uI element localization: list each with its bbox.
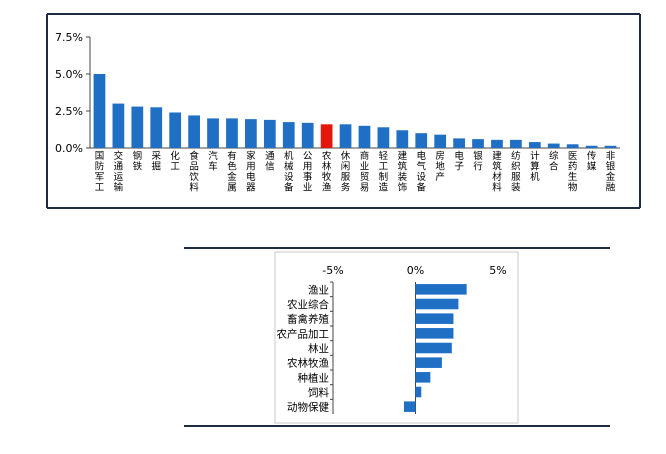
bar	[207, 118, 219, 148]
industry-bar-chart: 7.5% 5.0% 2.5% 0.0% 国防军工交通运输钢铁采掘化工食品饮料汽车有色金属…	[55, 31, 620, 194]
y-tick-label: 5.0%	[55, 68, 83, 81]
x-tick-label: 汽车	[208, 150, 218, 173]
x-tick-label: 电子	[454, 150, 464, 173]
bar	[547, 143, 560, 148]
x-tick-label: 有色金属	[227, 150, 237, 194]
x-tick-label: 机械设备	[284, 150, 294, 194]
y-tick-label: 农业综合	[287, 298, 329, 311]
bar	[415, 386, 422, 398]
bar	[434, 134, 447, 148]
y-tick-label: 渔业	[308, 284, 329, 296]
bar	[245, 119, 257, 148]
bar	[415, 328, 454, 339]
y-tick-label: 畜禽养殖	[287, 313, 329, 326]
bar	[604, 145, 617, 148]
y-tick-label: 农林牧渔	[287, 357, 329, 370]
x-tick-label: 计算机	[530, 150, 540, 183]
x-tick-label: 公用事业	[303, 151, 313, 194]
x-tick-label: 采掘	[151, 151, 161, 173]
x-tick-label: 食品饮料	[189, 150, 199, 194]
bar	[282, 122, 295, 148]
x-tick-label: 银行	[473, 150, 483, 173]
x-tick-label: 5%	[489, 264, 506, 277]
bar	[585, 145, 598, 148]
x-tick-label: 非银金融	[606, 150, 616, 194]
bar	[320, 124, 333, 148]
bar	[301, 122, 314, 148]
bar	[396, 130, 409, 148]
x-tick-label: -5%	[322, 264, 343, 277]
x-tick-label: 休闲服务	[341, 150, 351, 194]
bar	[415, 313, 454, 324]
bar	[528, 142, 541, 148]
x-tick-label: 国防军工	[95, 151, 105, 194]
x-tick-label: 房地产	[435, 150, 445, 183]
bar	[226, 118, 238, 148]
y-tick-label: 林业	[308, 342, 329, 355]
x-tick-label: 交通运输	[114, 150, 124, 194]
y-tick-label: 0.0%	[55, 142, 83, 155]
x-tick-label: 传媒	[587, 150, 597, 173]
x-tick-label: 通信	[265, 151, 275, 173]
y-tick-label: 种植业	[298, 371, 330, 384]
x-tick-label: 医药生物	[568, 151, 578, 194]
bar	[112, 103, 125, 148]
x-tick-label: 化工	[170, 150, 180, 173]
x-tick-label: 0%	[407, 264, 424, 277]
y-tick-label: 农产品加工	[277, 327, 330, 340]
bar	[93, 74, 106, 148]
bar	[510, 139, 522, 148]
bar	[415, 372, 431, 383]
bar	[169, 112, 182, 148]
bar	[415, 284, 467, 295]
x-tick-label: 纺织服装	[511, 150, 521, 194]
bar	[415, 357, 442, 368]
bar	[150, 107, 163, 148]
y-tick-label: 饲料	[308, 386, 329, 399]
bar	[415, 342, 452, 354]
x-tick-label: 建筑材料	[492, 150, 502, 194]
x-tick-label: 综合	[549, 150, 559, 173]
bar	[358, 125, 371, 148]
x-tick-label: 商业贸易	[360, 150, 370, 194]
bar	[263, 119, 276, 148]
x-tick-label: 钢铁	[133, 150, 143, 173]
bar	[566, 144, 579, 148]
x-tick-label: 电气设备	[416, 150, 426, 194]
bar	[377, 127, 390, 148]
y-tick-label: 2.5%	[55, 105, 83, 118]
y-tick-label: 动物保健	[287, 401, 329, 414]
bar	[453, 138, 465, 148]
bar	[415, 133, 428, 148]
bar	[131, 106, 144, 148]
bar	[339, 124, 352, 148]
bar	[188, 115, 200, 148]
x-tick-label: 轻工制造	[379, 150, 389, 194]
x-tick-label: 家用电器	[246, 150, 256, 194]
bar	[415, 298, 459, 310]
bar	[403, 401, 416, 412]
bar	[472, 139, 484, 148]
bar	[491, 139, 503, 148]
x-tick-label: 建筑装饰	[398, 150, 408, 194]
y-tick-label: 7.5%	[55, 31, 83, 44]
x-tick-label: 农林牧渔	[322, 150, 332, 194]
subsector-plot-frame	[274, 251, 519, 424]
